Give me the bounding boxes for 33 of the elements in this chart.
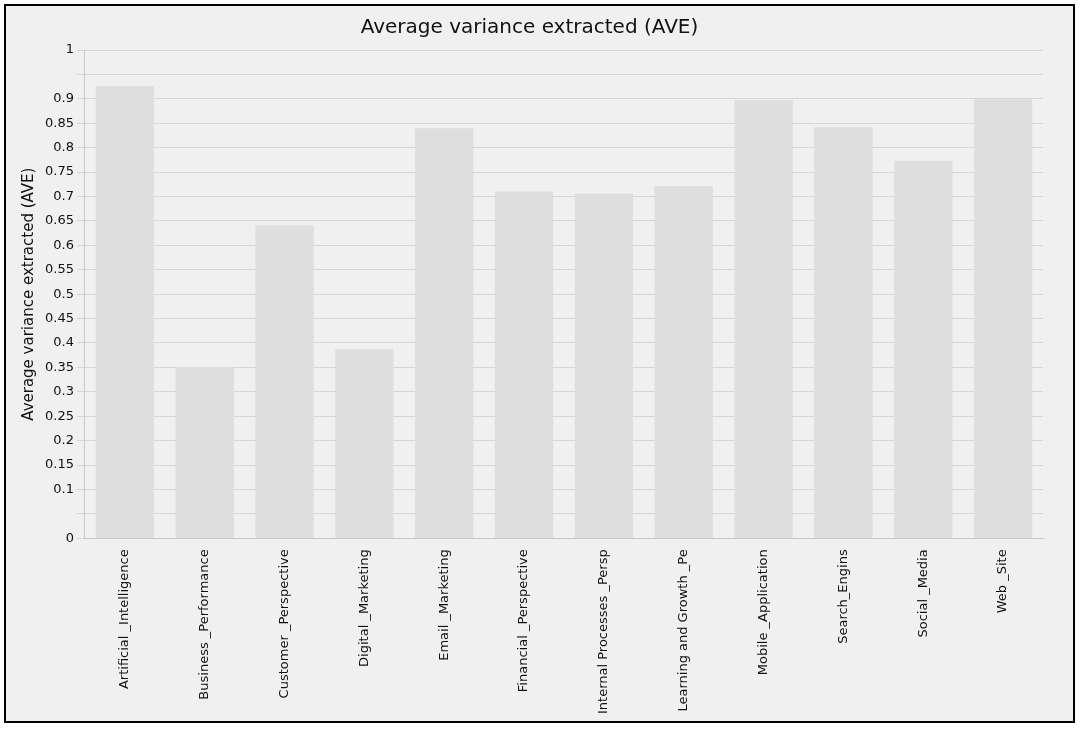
y-tick-label: 0.6 [53, 236, 74, 252]
x-tick-label: Internal Processes _Persp [595, 549, 611, 715]
x-tick-label: Artificial _Intelligence [116, 549, 132, 690]
x-tick-label: Social _Media [914, 549, 930, 638]
y-tick-label: 0.65 [44, 212, 74, 228]
y-tick-label: 0.35 [44, 358, 74, 374]
x-tick-label: Customer _Perspective [275, 549, 291, 699]
x-tick-label: Web _Site [994, 549, 1010, 614]
y-tick-label: 0.4 [53, 334, 74, 350]
y-tick-label: 0.1 [53, 480, 74, 496]
y-tick-label: 0 [65, 529, 74, 545]
x-tick-label: Business _Performance [196, 549, 212, 700]
y-tick-label: 0.85 [44, 114, 74, 130]
y-axis-title: Average variance extracted (AVE) [18, 167, 37, 421]
x-tick-label: Search_Engins [834, 549, 850, 644]
y-tick-label: 0.5 [53, 285, 74, 301]
y-tick-label: 0.7 [53, 187, 74, 203]
y-tick-label: 0.55 [44, 261, 74, 277]
y-tick-label: 0.15 [44, 456, 74, 472]
y-tick-label: 1 [65, 41, 74, 57]
x-tick-label: Digital _Marketing [355, 549, 371, 667]
x-tick-label: Learning and Growth _Pe [675, 549, 691, 712]
y-tick-label: 0.8 [53, 139, 74, 155]
y-tick-label: 0.45 [44, 309, 74, 325]
x-tick-label: Mobile _Application [754, 549, 770, 676]
y-tick-label: 0.9 [53, 90, 74, 106]
y-tick-label: 0.25 [44, 407, 74, 423]
y-tick-label: 0.3 [53, 383, 74, 399]
y-tick-label: 0.2 [53, 432, 74, 448]
x-tick-label: Email _Marketing [435, 549, 451, 661]
x-tick-label: Financial _Perspective [515, 549, 531, 693]
chart-title: Average variance extracted (AVE) [360, 14, 699, 39]
y-tick-label: 0.75 [44, 163, 74, 179]
